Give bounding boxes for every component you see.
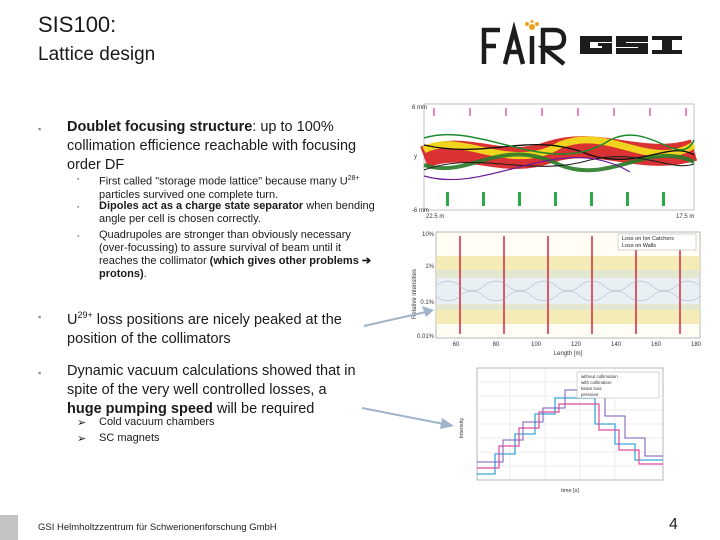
tracking-x-right: 17.5 m: [676, 214, 694, 220]
tracking-tracks: [420, 133, 698, 181]
tracking-x-left: 22.5 m: [426, 214, 444, 220]
losses-ytick: 10%: [422, 232, 435, 238]
arrow-bullet-icon: ➢: [77, 417, 87, 429]
page-number: 4: [669, 516, 678, 533]
tracking-bottom-label: -6 mm: [412, 208, 429, 214]
bullet-1-sub-1: First called "storage mode lattice" beca…: [99, 175, 360, 201]
bullet-3-sub-1: Cold vacuum chambers: [99, 416, 215, 428]
bullet-1-sub-3: Quadrupoles are stronger than obviously …: [99, 229, 372, 280]
bullet-1: Doublet focusing structure: up to 100% c…: [67, 118, 367, 175]
losses-ytick: 0.1%: [420, 300, 434, 306]
bullet-marker: ▪: [38, 368, 42, 378]
vacuum-curve-purple: [477, 389, 663, 463]
bullet-1-sub-2: Dipoles act as a charge state separator …: [99, 200, 375, 225]
tracking-y-label: y: [414, 154, 417, 160]
vacuum-legend-item: with collimation: [581, 380, 612, 385]
losses-ytick: 0.01%: [417, 334, 435, 340]
gsi-logo: [580, 36, 682, 54]
vacuum-x-axis-label: time [s]: [561, 488, 579, 494]
fair-logo: [481, 20, 567, 66]
slide-title: SIS100:: [38, 12, 117, 37]
bullet-1-bold: Doublet focusing structure: [67, 119, 253, 135]
losses-legend-walls: Loss on Walls: [622, 243, 656, 249]
vacuum-curve-blue: [477, 397, 663, 475]
losses-figure: Loss on Ion Catchers Loss on Walls Relat…: [408, 226, 708, 358]
bullet-3: Dynamic vacuum calculations showed that …: [67, 363, 356, 417]
loss-peaks: [459, 236, 681, 334]
tracking-element-markers: [446, 192, 665, 206]
arrow-bullet-icon: ➢: [77, 433, 87, 445]
tracking-top-label: 6 mm: [412, 105, 427, 111]
losses-legend-catchers: Loss on Ion Catchers: [622, 236, 674, 242]
losses-xtick: 140: [611, 342, 622, 348]
losses-xtick: 100: [531, 342, 542, 348]
bullet-2: U29+ loss positions are nicely peaked at…: [67, 310, 342, 347]
footer-text: GSI Helmholtzzentrum für Schwerionenfors…: [38, 522, 277, 533]
pointer-arrow-icon: [363, 306, 434, 327]
vacuum-legend-item: beam loss: [581, 386, 602, 391]
losses-y-axis-label: Relative intensities: [412, 269, 418, 319]
bullet-marker: ▪: [38, 312, 42, 322]
sub-bullet-marker: ▪: [77, 233, 80, 240]
sub-bullet-marker: ▪: [77, 176, 80, 183]
vacuum-legend-item: pressure: [581, 392, 599, 397]
footer-accent-bar: [0, 515, 18, 540]
tracking-figure: 6 mm -6 mm y 22.5 m 17.5 m: [410, 100, 700, 220]
losses-xtick: 160: [651, 342, 662, 348]
bullet-1-text: : up to 100% collimation efficience reac…: [67, 119, 357, 173]
slide-subtitle: Lattice design: [38, 44, 156, 65]
losses-xtick: 60: [453, 342, 460, 348]
bullet-3-sub-2: SC magnets: [99, 432, 160, 444]
losses-xtick: 80: [493, 342, 500, 348]
vacuum-y-axis-label: Intensity: [459, 418, 465, 439]
losses-x-axis-label: Length [m]: [554, 351, 583, 357]
losses-ytick: 1%: [425, 264, 434, 270]
pointer-arrow-icon: [361, 407, 454, 429]
losses-background-bands: [436, 256, 700, 324]
vacuum-legend-item: without collimation: [581, 374, 618, 379]
bullet-marker: ▪: [38, 124, 42, 134]
losses-xtick: 120: [571, 342, 582, 348]
losses-xtick: 180: [691, 342, 702, 348]
vacuum-figure: without collimation with collimation bea…: [455, 364, 687, 496]
sub-bullet-marker: ▪: [77, 204, 80, 211]
